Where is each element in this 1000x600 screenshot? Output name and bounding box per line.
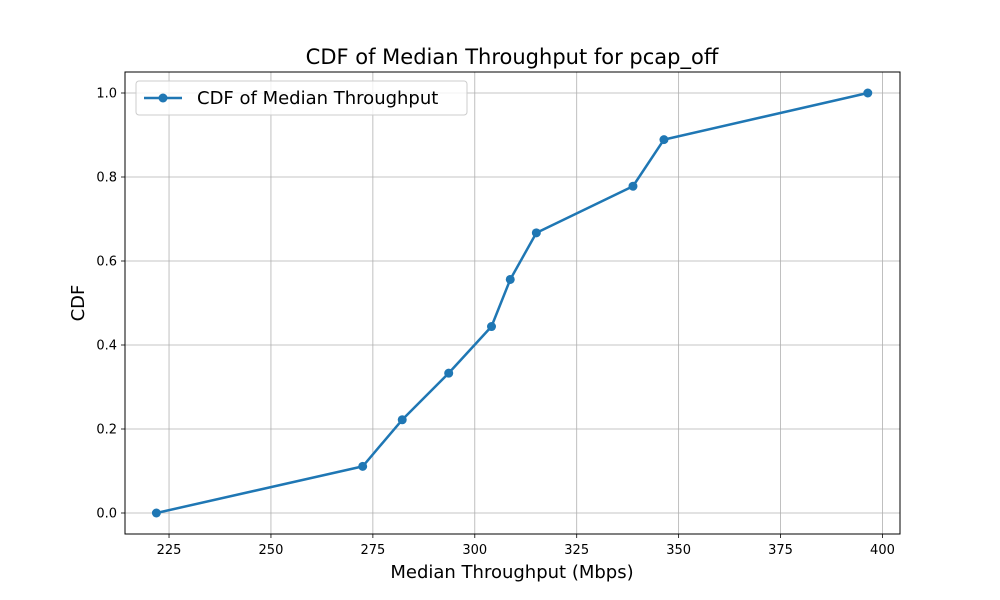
data-point xyxy=(397,415,407,425)
x-tick-label: 275 xyxy=(360,543,385,558)
data-point xyxy=(444,368,454,378)
y-tick-label: 0.4 xyxy=(96,339,117,354)
data-point xyxy=(151,508,161,518)
data-point xyxy=(505,274,515,284)
y-axis-label: CDF xyxy=(68,285,89,322)
legend-marker-swatch xyxy=(158,93,168,103)
x-tick-label: 300 xyxy=(462,543,487,558)
x-tick-label: 375 xyxy=(768,543,793,558)
legend-label: CDF of Median Throughput xyxy=(197,88,438,109)
x-tick-label: 250 xyxy=(259,543,284,558)
series-layer xyxy=(151,88,873,518)
data-point xyxy=(531,228,541,238)
plot-frame xyxy=(124,71,901,535)
x-tick-label: 225 xyxy=(157,543,182,558)
data-point xyxy=(659,135,669,145)
y-tick-label: 0.8 xyxy=(96,171,117,186)
y-tick-label: 0.0 xyxy=(96,507,117,522)
y-tick-label: 1.0 xyxy=(96,87,117,102)
y-tick-label: 0.6 xyxy=(96,255,117,270)
tick-layer: 225 250 275 300 325 350 375 400 0.0 0.2 0.4 0.6 0.8 1… xyxy=(96,87,895,559)
data-point xyxy=(863,88,873,98)
x-tick-label: 350 xyxy=(666,543,691,558)
y-tick-label: 0.2 xyxy=(96,423,117,438)
x-tick-label: 400 xyxy=(870,543,895,558)
legend: CDF of Median Throughput xyxy=(135,80,468,116)
x-tick-label: 325 xyxy=(564,543,589,558)
legend-box xyxy=(135,80,468,116)
data-point xyxy=(487,322,497,332)
x-axis-label: Median Throughput (Mbps) xyxy=(390,562,633,583)
grid-layer xyxy=(125,72,900,534)
series-line xyxy=(156,91,869,515)
chart-title: CDF of Median Throughput for pcap_off xyxy=(306,45,719,70)
data-point xyxy=(358,461,368,471)
data-point xyxy=(628,181,638,191)
